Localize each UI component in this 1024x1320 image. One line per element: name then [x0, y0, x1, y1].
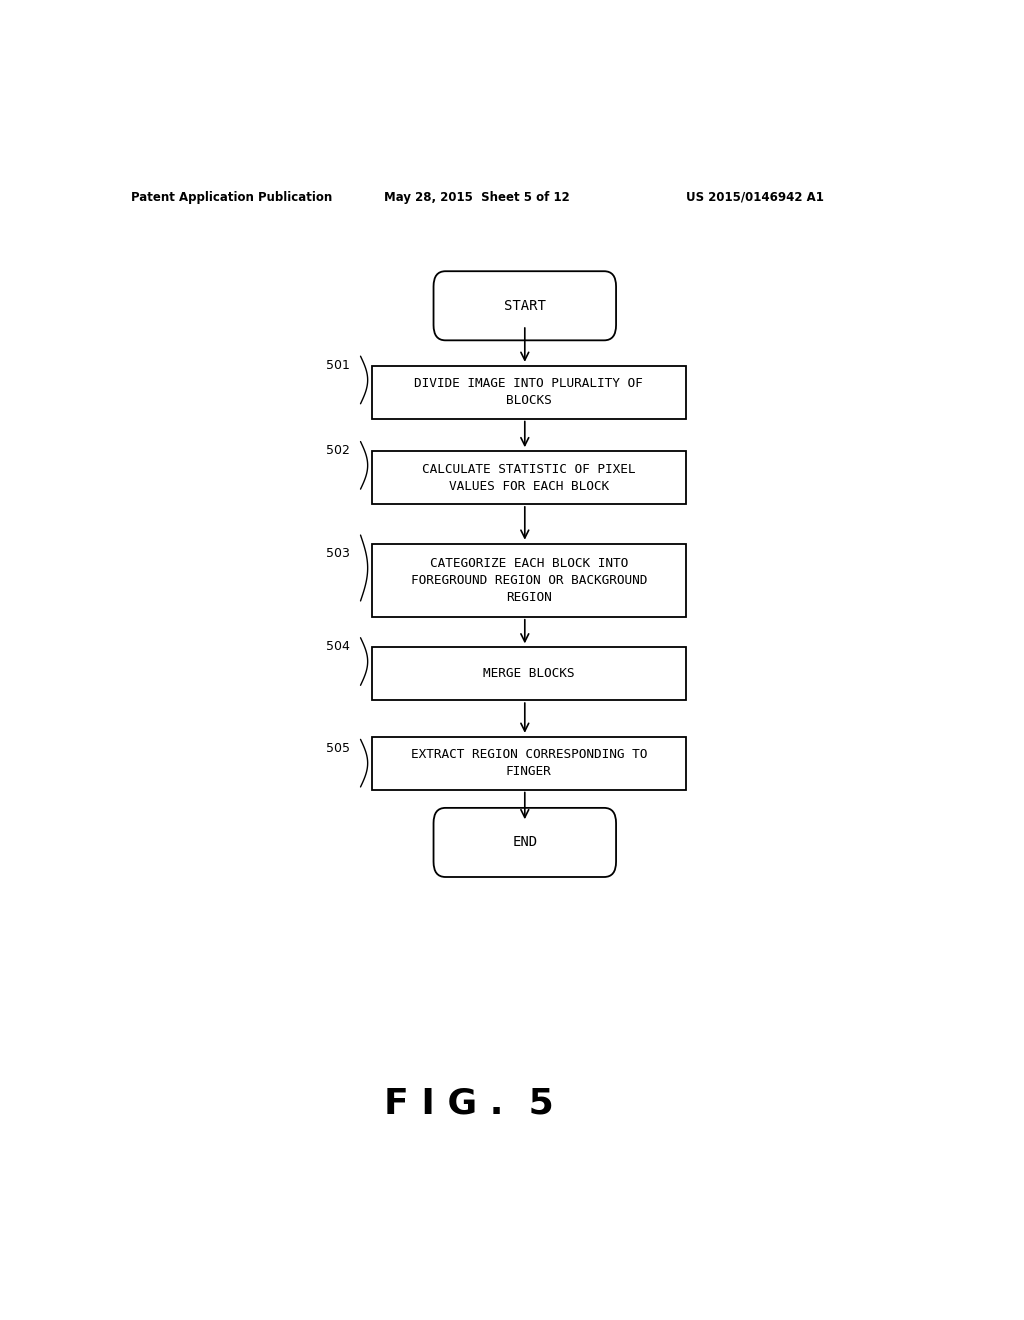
- FancyBboxPatch shape: [372, 366, 685, 418]
- FancyBboxPatch shape: [372, 737, 685, 789]
- Text: END: END: [512, 836, 538, 850]
- FancyBboxPatch shape: [433, 271, 616, 341]
- Text: 505: 505: [327, 742, 350, 755]
- Text: EXTRACT REGION CORRESPONDING TO
FINGER: EXTRACT REGION CORRESPONDING TO FINGER: [411, 748, 647, 779]
- Text: 501: 501: [327, 359, 350, 372]
- Text: START: START: [504, 298, 546, 313]
- Text: 504: 504: [327, 640, 350, 653]
- Text: DIVIDE IMAGE INTO PLURALITY OF
BLOCKS: DIVIDE IMAGE INTO PLURALITY OF BLOCKS: [415, 378, 643, 407]
- Text: CATEGORIZE EACH BLOCK INTO
FOREGROUND REGION OR BACKGROUND
REGION: CATEGORIZE EACH BLOCK INTO FOREGROUND RE…: [411, 557, 647, 603]
- Text: 503: 503: [327, 546, 350, 560]
- Text: F I G .  5: F I G . 5: [384, 1086, 554, 1121]
- Text: US 2015/0146942 A1: US 2015/0146942 A1: [686, 190, 824, 203]
- Text: 502: 502: [327, 445, 350, 457]
- FancyBboxPatch shape: [372, 647, 685, 700]
- FancyBboxPatch shape: [372, 544, 685, 616]
- Text: May 28, 2015  Sheet 5 of 12: May 28, 2015 Sheet 5 of 12: [384, 190, 570, 203]
- FancyBboxPatch shape: [433, 808, 616, 876]
- Text: MERGE BLOCKS: MERGE BLOCKS: [483, 667, 574, 680]
- Text: Patent Application Publication: Patent Application Publication: [130, 190, 332, 203]
- Text: CALCULATE STATISTIC OF PIXEL
VALUES FOR EACH BLOCK: CALCULATE STATISTIC OF PIXEL VALUES FOR …: [422, 462, 636, 492]
- FancyBboxPatch shape: [372, 451, 685, 504]
